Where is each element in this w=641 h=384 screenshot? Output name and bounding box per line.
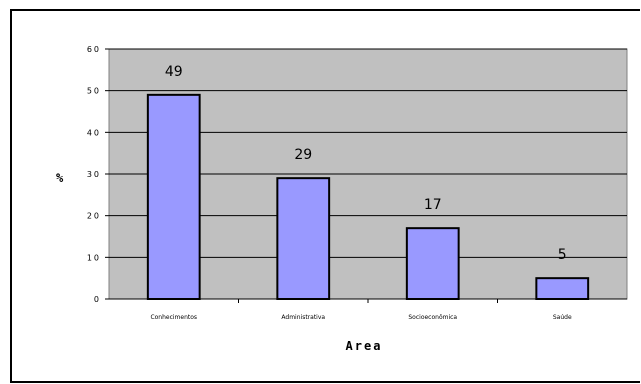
- y-tick-label: 60: [87, 45, 101, 54]
- x-category-label: Conhecimentos: [150, 314, 197, 321]
- data-label: 5: [558, 247, 567, 263]
- y-axis-title: %: [56, 171, 65, 185]
- x-axis-categories: Conhecimentos Administrativa Socioeconômic…: [150, 299, 572, 321]
- y-tick-label: 40: [87, 128, 101, 137]
- x-axis-title: Area: [346, 339, 383, 353]
- y-tick-label: 10: [87, 253, 101, 262]
- bar: [405, 227, 460, 301]
- x-category-label: Administrativa: [281, 314, 325, 321]
- x-category-label: Saúde: [553, 314, 572, 321]
- data-labels: 49 29 17 5: [165, 64, 567, 263]
- x-category-label: Socioeconômica: [408, 314, 457, 321]
- y-tick-label: 20: [87, 212, 101, 221]
- data-label: 29: [294, 147, 312, 163]
- y-tick-label: 0: [94, 295, 101, 304]
- data-label: 49: [165, 64, 183, 80]
- bar: [276, 177, 331, 301]
- y-tick-label: 50: [87, 87, 101, 96]
- data-label: 17: [424, 197, 442, 213]
- bar: [146, 93, 201, 301]
- bar: [535, 277, 590, 300]
- y-tick-label: 30: [87, 170, 101, 179]
